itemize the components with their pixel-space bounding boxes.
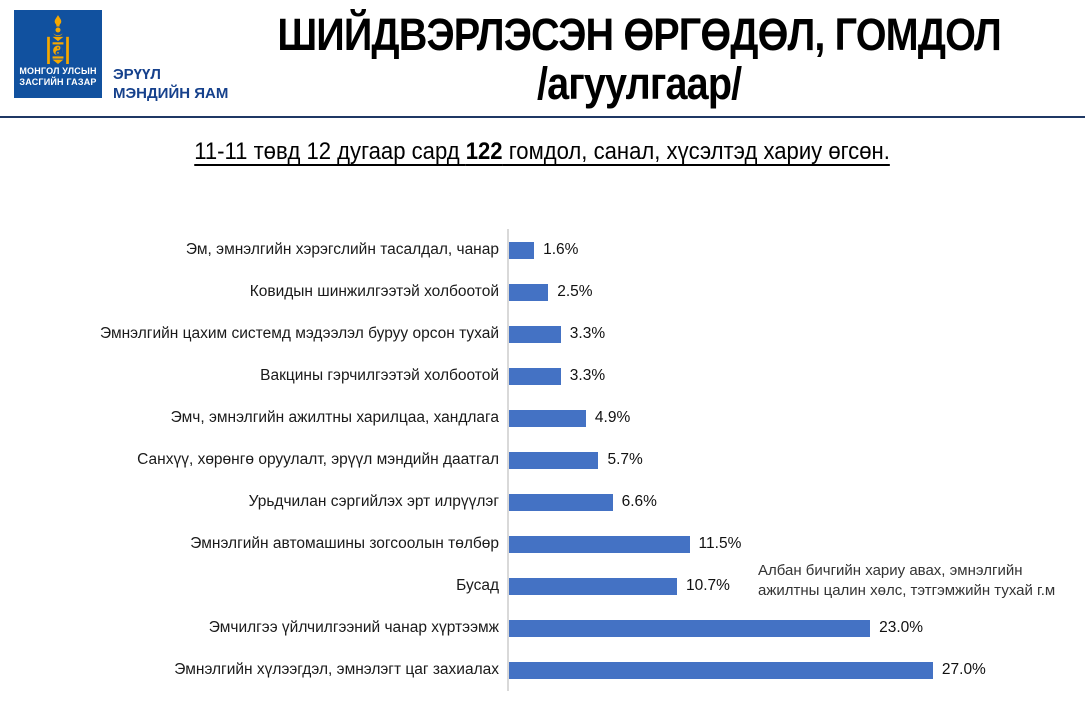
- category-label: Эм, эмнэлгийн хэрэгслийн тасалдал, чанар: [185, 240, 499, 258]
- government-logo: МОНГОЛ УЛСЫН ЗАСГИЙН ГАЗАР: [14, 10, 102, 98]
- plot-area: 2.5%: [507, 271, 1070, 313]
- logo-caption-line2: ЗАСГИЙН ГАЗАР: [19, 76, 97, 87]
- subtitle: 11-11 төвд 12 дугаар сард 122 гомдол, са…: [0, 138, 1085, 166]
- category-label: Эмнэлгийн автомашины зогсоолын төлбөр: [190, 534, 499, 552]
- bar-row: Эм, эмнэлгийн хэрэгслийн тасалдал, чанар…: [70, 229, 1070, 271]
- bar: [509, 577, 677, 595]
- bar-chart: Эм, эмнэлгийн хэрэгслийн тасалдал, чанар…: [70, 229, 1070, 691]
- page-title: ШИЙДВЭРЛЭСЭН ӨРГӨДӨЛ, ГОМДОЛ /агуулгаар/: [228, 10, 1085, 108]
- value-label: 10.7%: [685, 577, 730, 594]
- bar-row: Вакцины гэрчилгээтэй холбоотой 3.3%: [70, 355, 1070, 397]
- ministry-name-line1: ЭРҮҮЛ: [113, 66, 161, 83]
- ministry-name-line2: МЭНДИЙН ЯАМ: [113, 84, 229, 102]
- plot-area: 3.3%: [507, 355, 1070, 397]
- category-label: Эмнэлгийн хүлээгдэл, эмнэлэгт цаг захиал…: [174, 660, 499, 678]
- value-label: 11.5%: [698, 535, 742, 552]
- plot-area: 10.7%: [507, 565, 1070, 607]
- bar-row: Эмчилгээ үйлчилгээний чанар хүртээмж 23.0…: [70, 607, 1070, 649]
- annotation-busad: Албан бичгийн хариу авах, эмнэлгийн ажил…: [758, 562, 1056, 599]
- bar: [509, 241, 535, 259]
- bar-row: Ковидын шинжилгээтэй холбоотой 2.5%: [70, 271, 1070, 313]
- value-label: 4.9%: [594, 409, 631, 426]
- bar-row: Эмч, эмнэлгийн ажилтны харилцаа, хандлаг…: [70, 397, 1070, 439]
- subtitle-suffix: гомдол, санал, хүсэлтэд хариу өгсөн.: [503, 138, 891, 166]
- header: МОНГОЛ УЛСЫН ЗАСГИЙН ГАЗАР ЭРҮҮЛ МЭНДИЙН…: [0, 0, 1085, 108]
- value-label: 27.0%: [941, 661, 986, 678]
- header-divider: [0, 116, 1085, 119]
- plot-area: 27.0%: [507, 649, 1070, 691]
- bar-rows: Эм, эмнэлгийн хэрэгслийн тасалдал, чанар…: [70, 229, 1070, 691]
- value-label: 3.3%: [569, 325, 606, 342]
- bar-row: Санхүү, хөрөнгө оруулалт, эрүүл мэндийн …: [70, 439, 1070, 481]
- bar-row: Урьдчилан сэргийлэх эрт илрүүлэг 6.6%: [70, 481, 1070, 523]
- plot-area: 3.3%: [507, 313, 1070, 355]
- plot-area: 6.6%: [507, 481, 1070, 523]
- bar: [509, 619, 871, 637]
- bar: [509, 409, 586, 427]
- category-label: Урьдчилан сэргийлэх эрт илрүүлэг: [248, 492, 499, 510]
- bar: [509, 283, 549, 301]
- value-label: 3.3%: [569, 367, 606, 384]
- plot-area: 4.9%: [507, 397, 1070, 439]
- category-label: Эмнэлгийн цахим системд мэдээлэл буруу о…: [100, 324, 499, 342]
- bar: [509, 535, 690, 553]
- page-title-line2: /агуулгаар/: [537, 58, 742, 110]
- page-title-line1: ШИЙДВЭРЛЭСЭН ӨРГӨДӨЛ, ГОМДОЛ: [277, 9, 1002, 60]
- value-label: 1.6%: [543, 241, 579, 258]
- value-label: 23.0%: [879, 619, 924, 636]
- logo-caption-line1: МОНГОЛ УЛСЫН: [19, 66, 97, 76]
- ministry-name: ЭРҮҮЛ МЭНДИЙН ЯАМ: [113, 66, 228, 104]
- category-label: Ковидын шинжилгээтэй холбоотой: [249, 282, 499, 300]
- bar: [509, 367, 561, 385]
- soyombo-icon: [47, 15, 69, 64]
- plot-area: 5.7%: [507, 439, 1070, 481]
- bar: [509, 493, 613, 511]
- category-label: Санхүү, хөрөнгө оруулалт, эрүүл мэндийн …: [137, 450, 499, 468]
- value-label: 5.7%: [607, 451, 643, 468]
- category-label: Бусад: [456, 576, 499, 594]
- bar-row: Эмнэлгийн автомашины зогсоолын төлбөр 11.…: [70, 523, 1070, 565]
- bar-row: Бусад 10.7%: [70, 565, 1070, 607]
- bar-row: Эмнэлгийн цахим системд мэдээлэл буруу о…: [70, 313, 1070, 355]
- category-label: Эмч, эмнэлгийн ажилтны харилцаа, хандлаг…: [170, 408, 499, 426]
- category-label: Эмчилгээ үйлчилгээний чанар хүртээмж: [208, 618, 499, 636]
- bar: [509, 451, 599, 469]
- plot-area: 11.5%: [507, 523, 1070, 565]
- value-label: 6.6%: [621, 493, 657, 510]
- category-label: Вакцины гэрчилгээтэй холбоотой: [260, 366, 499, 384]
- plot-area: 23.0%: [507, 607, 1070, 649]
- plot-area: 1.6%: [507, 229, 1070, 271]
- bar-row: Эмнэлгийн хүлээгдэл, эмнэлэгт цаг захиал…: [70, 649, 1070, 691]
- subtitle-count: 122: [466, 138, 504, 166]
- value-label: 2.5%: [557, 283, 593, 300]
- subtitle-prefix: 11-11 төвд 12 дугаар сард: [194, 138, 467, 166]
- logo-caption: МОНГОЛ УЛСЫН ЗАСГИЙН ГАЗАР: [19, 66, 96, 88]
- bar: [509, 661, 933, 679]
- bar: [509, 325, 561, 343]
